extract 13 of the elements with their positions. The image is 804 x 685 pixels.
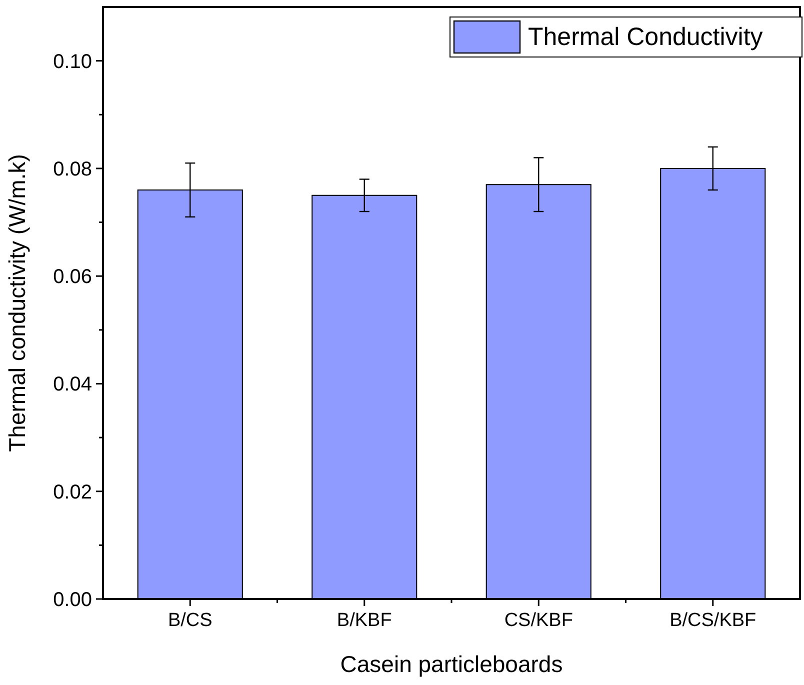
x-axis-title: Casein particleboards <box>340 651 563 677</box>
y-axis-title: Thermal conductivity (W/m.k) <box>4 154 30 452</box>
y-tick-label: 0.06 <box>53 266 92 288</box>
x-tick-label: B/KBF <box>336 610 392 631</box>
text: 0.00 <box>53 589 92 611</box>
y-tick-label: 0.04 <box>53 374 92 396</box>
x-tick-label: B/CS/KBF <box>670 610 756 631</box>
y-tick-label: 0.08 <box>53 158 92 180</box>
legend-label: Thermal Conductivity <box>528 23 764 51</box>
y-tick-label: 0.10 <box>53 50 92 73</box>
y-tick-label: 0.02 <box>53 481 92 504</box>
x-tick-label: B/CS <box>168 610 212 631</box>
x-tick-label: CS/KBF <box>504 610 573 631</box>
